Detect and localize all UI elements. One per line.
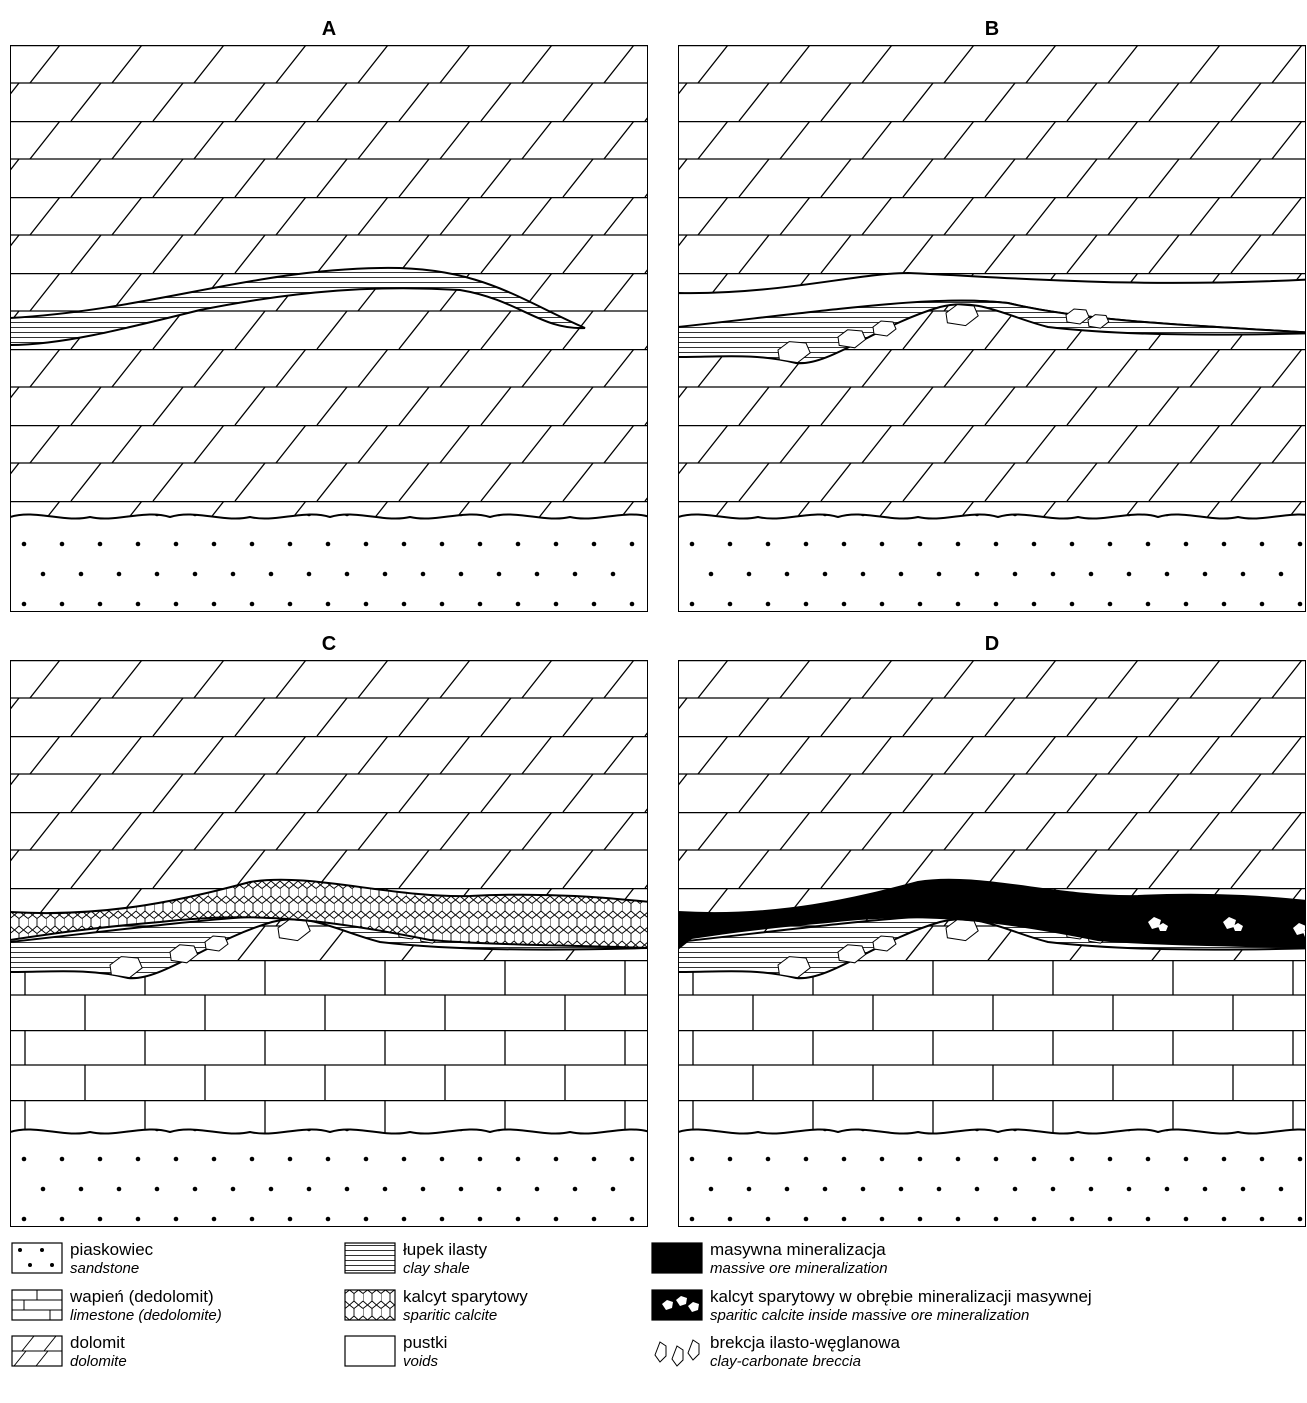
legend-name: pustki	[403, 1333, 447, 1352]
legend-clast	[655, 1342, 666, 1362]
legend-translation: massive ore mineralization	[710, 1260, 888, 1277]
legend-name: piaskowiec	[70, 1240, 154, 1259]
limestone	[678, 960, 1306, 1140]
legend-name: kalcyt sparytowy w obrębie mineralizacji…	[710, 1287, 1092, 1306]
legend-symbol	[652, 1243, 702, 1273]
figure: A B C Dpiaskowiecsandstone wapień (dedolomit…	[0, 0, 1307, 1403]
panel	[10, 660, 650, 1227]
legend-translation: clay shale	[403, 1260, 470, 1277]
legend-box	[345, 1336, 395, 1366]
legend-translation: voids	[403, 1353, 439, 1370]
legend-symbol	[12, 1336, 62, 1366]
legend-name: łupek ilasty	[403, 1240, 488, 1259]
legend-box	[12, 1243, 62, 1273]
page: A B C Dpiaskowiecsandstone wapień (dedolomit…	[0, 0, 1307, 1403]
panel	[678, 45, 1307, 612]
legend-translation: limestone (dedolomite)	[70, 1307, 222, 1324]
panel-title: B	[985, 18, 999, 40]
legend-translation: sandstone	[70, 1260, 139, 1277]
legend-clast	[688, 1340, 699, 1360]
legend-translation: clay-carbonate breccia	[710, 1353, 861, 1370]
legend-dot	[40, 1248, 44, 1252]
legend-translation: dolomite	[70, 1353, 127, 1370]
panel	[10, 45, 650, 612]
panel-title: C	[322, 633, 336, 655]
panel-title: A	[322, 18, 336, 40]
legend-dot	[50, 1263, 54, 1267]
legend-box	[652, 1243, 702, 1273]
legend-box	[345, 1243, 395, 1273]
sandstone	[678, 514, 1307, 612]
legend-symbol	[655, 1340, 699, 1366]
legend-symbol	[12, 1290, 62, 1320]
panel-title: D	[985, 633, 999, 655]
sandstone	[10, 514, 650, 612]
legend-translation: sparitic calcite	[403, 1307, 497, 1324]
legend-clast	[672, 1346, 683, 1366]
legend-name: kalcyt sparytowy	[403, 1287, 528, 1306]
sandstone	[10, 1129, 650, 1227]
legend-dot	[28, 1263, 32, 1267]
legend-dot	[18, 1248, 22, 1252]
legend-box	[345, 1290, 395, 1320]
panel	[678, 660, 1307, 1227]
sandstone	[678, 1129, 1307, 1227]
legend-symbol	[12, 1243, 62, 1273]
legend-symbol	[345, 1336, 395, 1366]
legend-name: wapień (dedolomit)	[69, 1287, 214, 1306]
legend-name: dolomit	[70, 1333, 125, 1352]
legend-name: masywna mineralizacja	[710, 1240, 886, 1259]
legend-symbol	[652, 1290, 702, 1320]
limestone	[10, 960, 648, 1140]
legend-symbol	[345, 1290, 395, 1320]
legend-symbol	[345, 1243, 395, 1273]
legend-translation: sparitic calcite inside massive ore mine…	[710, 1307, 1029, 1324]
legend-name: brekcja ilasto-węglanowa	[710, 1333, 900, 1352]
